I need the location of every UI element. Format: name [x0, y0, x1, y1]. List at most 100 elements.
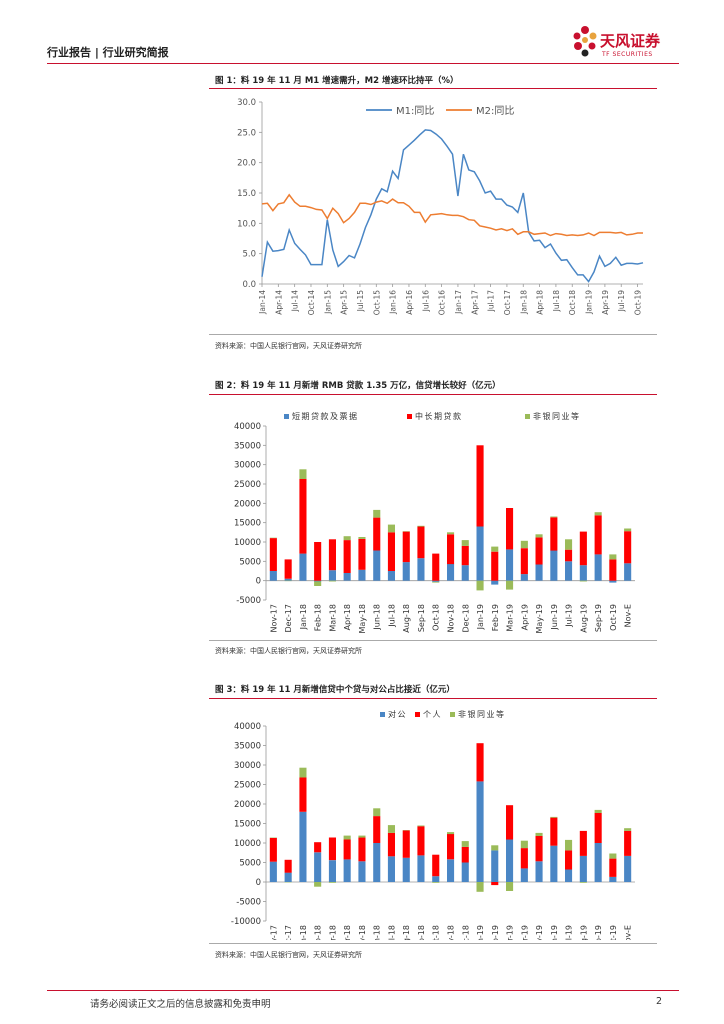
x-tick-label: Jan-19 [476, 925, 485, 940]
x-tick-label: Dec-17 [284, 925, 293, 940]
x-tick-label: Oct-15 [372, 290, 381, 315]
legend-label: 非银同业等 [458, 709, 506, 719]
x-tick-label: Aug-18 [402, 925, 411, 940]
x-tick-label: Apr-19 [601, 290, 610, 315]
x-tick-label: Jun-18 [373, 925, 382, 940]
bar-segment-1 [373, 517, 381, 551]
x-tick-label: Sep-18 [417, 925, 426, 940]
y-tick-label: 25.0 [237, 128, 256, 138]
y-tick-label: 15.0 [237, 189, 256, 199]
bar-segment-2 [579, 882, 587, 883]
bar-segment-1 [432, 854, 440, 877]
bar-segment-0 [550, 550, 558, 581]
bar-segment-2 [343, 536, 351, 541]
x-tick-label: Nov-18 [447, 604, 456, 632]
x-tick-label: Aug-19 [579, 604, 588, 633]
bar-segment-0 [594, 554, 602, 581]
bar-segment-2 [358, 835, 366, 838]
bar-segment-2 [506, 580, 514, 590]
bar-segment-2 [461, 841, 469, 847]
bar-segment-2 [373, 509, 381, 518]
bar-segment-1 [417, 526, 425, 559]
figure-1-bottom-rule [209, 334, 657, 335]
bar-segment-2 [373, 808, 381, 817]
bar-segment-1 [328, 837, 336, 861]
bar-segment-0 [299, 811, 307, 882]
x-tick-label: Aug-18 [402, 604, 411, 633]
bar-segment-0 [609, 876, 617, 882]
x-tick-label: Jul-18 [387, 925, 396, 940]
figure-1-title: 图 1：料 19 年 11 月 M1 增速需升，M2 增速环比持平（%） [215, 76, 459, 86]
bar-segment-1 [447, 834, 455, 860]
x-tick-label: Mar-19 [506, 604, 515, 632]
bar-segment-1 [373, 816, 381, 843]
x-tick-label: Jun-19 [550, 925, 559, 940]
figure-3-top-rule [209, 698, 657, 699]
y-tick-label: 30000 [234, 461, 261, 471]
x-tick-label: Feb-19 [491, 925, 500, 940]
bar-segment-1 [343, 839, 351, 860]
y-tick-label: 25000 [234, 781, 261, 791]
figure-2-source: 资料来源：中国人民银行官网，天风证券研究所 [215, 647, 362, 655]
bar-segment-0 [535, 564, 543, 581]
figure-3-title: 图 3：料 19 年 11 月新增信贷中个贷与对公占比接近（亿元） [215, 685, 455, 695]
company-logo: 天风证券 TF SECURITIES [572, 24, 682, 64]
bar-segment-1 [432, 553, 440, 581]
bar-segment-0 [269, 571, 277, 581]
y-tick-label: 30000 [234, 761, 261, 771]
bar-segment-2 [609, 554, 617, 560]
x-tick-label: Oct-14 [307, 290, 316, 315]
x-tick-label: Jan-19 [585, 290, 594, 315]
y-tick-label: 35000 [234, 742, 261, 752]
bar-segment-0 [550, 845, 558, 882]
legend-swatch [284, 414, 289, 419]
bar-segment-1 [624, 830, 632, 856]
bar-segment-1 [314, 542, 322, 581]
y-tick-label: 15000 [234, 820, 261, 830]
x-tick-label: Dec-18 [461, 925, 470, 940]
bar-segment-0 [343, 572, 351, 581]
bar-segment-2 [594, 809, 602, 813]
footer-divider [47, 990, 679, 991]
bar-segment-1 [402, 531, 410, 563]
x-tick-label: Jul-19 [565, 925, 574, 940]
x-tick-label: Feb-18 [314, 925, 323, 940]
x-tick-label: Nov-E [624, 925, 633, 940]
bar-segment-0 [476, 526, 484, 581]
x-tick-label: Apr-19 [520, 925, 529, 940]
bar-segment-1 [358, 538, 366, 570]
bar-segment-2 [520, 540, 528, 549]
bar-segment-2 [299, 469, 307, 479]
bar-segment-0 [284, 578, 292, 581]
legend-swatch [450, 712, 455, 717]
x-tick-label: Jun-19 [550, 604, 559, 631]
figure-2-bottom-rule [209, 640, 657, 641]
bar-segment-2 [506, 882, 514, 891]
y-tick-label: -5000 [236, 596, 261, 606]
bar-segment-2 [358, 537, 366, 539]
bar-segment-0 [417, 855, 425, 882]
bar-segment-1 [476, 743, 484, 782]
bar-segment-1 [550, 517, 558, 551]
bar-segment-0 [476, 781, 484, 882]
x-tick-label: Apr-18 [536, 290, 545, 315]
bar-segment-2 [343, 835, 351, 840]
bar-segment-0 [373, 843, 381, 882]
m1-m2-line-chart: 0.0 5.0 10.0 15.0 20.0 25.0 30.0 Jan-14 Apr-14 Ju… [237, 98, 644, 315]
legend-swatch [415, 712, 420, 717]
legend-label: M2:同比 [476, 105, 514, 117]
x-tick-label: Jul-19 [565, 604, 574, 628]
figure-2-title: 图 2：料 19 年 11 月新增 RMB 贷款 1.35 万亿，信贷增长较好（… [215, 381, 501, 391]
x-tick-label: Mar-18 [328, 604, 337, 632]
bar-segment-1 [506, 805, 514, 840]
bar-segment-0 [447, 564, 455, 581]
bar-segment-1 [535, 836, 543, 862]
bar-segment-0 [447, 859, 455, 882]
legend-swatch [525, 414, 530, 419]
x-tick-label: Sep-19 [594, 925, 603, 940]
series-line-m1 [261, 129, 644, 283]
x-tick-label: Apr-15 [340, 290, 349, 315]
bar-segment-0 [314, 580, 322, 582]
y-tick-label: 35000 [234, 441, 261, 451]
bar-segment-0 [402, 857, 410, 882]
